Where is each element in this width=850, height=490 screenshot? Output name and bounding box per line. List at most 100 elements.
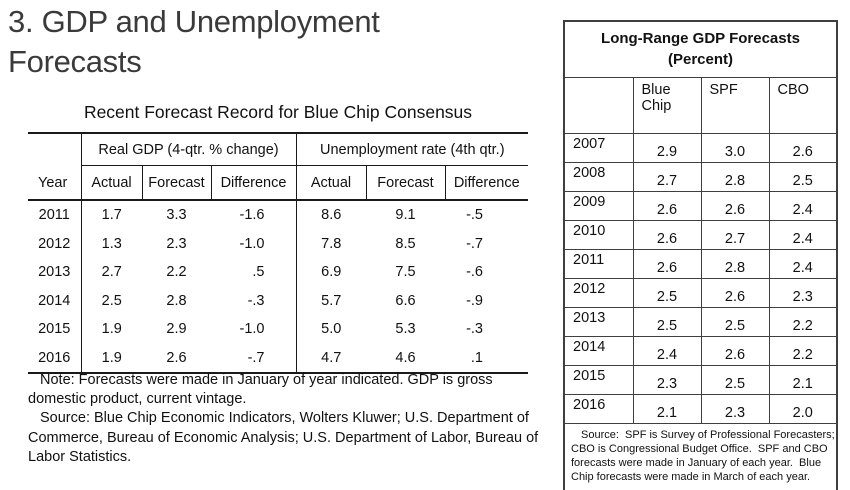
cell: 1.9 [101,349,122,366]
cell: 2.0 [768,394,838,424]
cell: 2.5 [700,307,770,337]
cell: 2.8 [166,292,187,309]
cell: 2.3 [768,278,838,308]
source-text: Source: Blue Chip Economic Indicators, W… [28,410,539,465]
table-row: 2007 2.9 3.0 2.6 [563,133,838,163]
year-cell: 2012 [28,229,82,258]
table-row: 2016 1.9 2.6 -.7 4.7 4.6 .1 [28,343,528,373]
table-row: 2016 2.1 2.3 2.0 [563,394,838,424]
cell: 2.4 [768,191,838,221]
right-table-source-row: Source: SPF is Survey of Professional Fo… [563,423,838,490]
cell: -.3 [211,286,297,315]
cell: 6.6 [395,292,416,309]
cell: 2.3 [700,394,770,424]
cell: -1.0 [211,229,297,258]
cell: 5.3 [395,321,416,338]
slide-title: 3. GDP and Unemployment Forecasts [8,4,380,79]
cell: 2.6 [700,278,770,308]
cell: -1.0 [211,315,297,344]
year-cell: 2011 [28,200,82,230]
cell: 2.8 [700,249,770,279]
year-cell: 2008 [563,162,634,192]
year-header: Year [28,133,82,200]
cell: -.7 [466,235,483,252]
cell: 2.9 [632,133,702,163]
table-row: 2013 2.5 2.5 2.2 [563,307,838,337]
spf-header: SPF [700,77,770,134]
forecast-record-table: Year Real GDP (4-qtr. % change) Unemploy… [28,132,528,374]
cell: 2.6 [166,349,187,366]
cell: 2.9 [166,321,187,338]
gdp-actual-header: Actual [81,165,143,200]
cell: 5.0 [321,321,342,338]
cell: 2.6 [632,191,702,221]
cell: 7.8 [321,235,342,252]
year-cell: 2014 [563,336,634,366]
long-range-forecast-table: Long-Range GDP Forecasts (Percent) Blue … [563,20,838,490]
year-cell: 2013 [563,307,634,337]
year-cell: 2007 [563,133,634,163]
cell: 4.6 [395,349,416,366]
right-table-title-row: Long-Range GDP Forecasts (Percent) [563,20,838,78]
table-row: 2010 2.6 2.7 2.4 [563,220,838,250]
cell: 1.7 [101,207,122,224]
blank-header [563,77,634,134]
cell: 4.7 [321,349,342,366]
year-cell: 2016 [28,343,82,373]
cell: 1.9 [101,321,122,338]
year-cell: 2012 [563,278,634,308]
cell: 2.6 [632,249,702,279]
cell: 7.5 [395,264,416,281]
year-cell: 2013 [28,258,82,287]
year-cell: 2015 [28,315,82,344]
cell: 2.8 [700,162,770,192]
cell: 2.6 [768,133,838,163]
unemp-forecast-header: Forecast [366,165,446,200]
cell: 2.2 [166,264,187,281]
cell: .5 [211,258,297,287]
cell: 2.5 [632,278,702,308]
right-table-title: Long-Range GDP Forecasts (Percent) [563,20,838,78]
sub-header-row: Actual Forecast Difference Actual Foreca… [28,165,528,200]
cell: 2.2 [768,336,838,366]
left-table-caption: Recent Forecast Record for Blue Chip Con… [83,102,473,122]
cell: .1 [470,349,483,366]
unemployment-group-header: Unemployment rate (4th qtr.) [296,133,528,166]
cell: -.9 [466,292,483,309]
cell: 2.4 [632,336,702,366]
cell: 2.1 [632,394,702,424]
year-cell: 2016 [563,394,634,424]
table-row: 2012 2.5 2.6 2.3 [563,278,838,308]
cbo-header: CBO [768,77,838,134]
unemp-difference-header: Difference [453,174,520,191]
cell: 2.5 [632,307,702,337]
table-row: 2014 2.5 2.8 -.3 5.7 6.6 -.9 [28,286,528,315]
cell: 8.5 [395,235,416,252]
cell: 2.3 [166,235,187,252]
year-cell: 2009 [563,191,634,221]
cell: -.5 [466,207,483,224]
left-table-notes: Note: Forecasts were made in January of … [28,371,545,467]
gdp-group-header: Real GDP (4-qtr. % change) [81,133,297,166]
cell: 2.6 [700,336,770,366]
source-line: CBO is Congressional Budget Office. SPF … [571,443,828,455]
cell: 5.7 [321,292,342,309]
right-table-source: Source: SPF is Survey of Professional Fo… [563,423,838,490]
cell: 2.2 [768,307,838,337]
cell: 2.4 [768,249,838,279]
source-line: forecasts were made in January of each y… [571,457,822,469]
cell: 6.9 [321,264,342,281]
cell: 2.1 [768,365,838,395]
table-row: 2012 1.3 2.3 -1.0 7.8 8.5 -.7 [28,229,528,258]
table-row: 2009 2.6 2.6 2.4 [563,191,838,221]
table-row: 2015 2.3 2.5 2.1 [563,365,838,395]
gdp-forecast-header: Forecast [142,165,212,200]
cell: 2.7 [101,264,122,281]
cell: 2.3 [632,365,702,395]
group-header-row: Year Real GDP (4-qtr. % change) Unemploy… [28,133,528,200]
table-row: 2015 1.9 2.9 -1.0 5.0 5.3 -.3 [28,315,528,344]
year-cell: 2011 [563,249,634,279]
cell: 2.6 [700,191,770,221]
cell: 8.6 [321,207,342,224]
